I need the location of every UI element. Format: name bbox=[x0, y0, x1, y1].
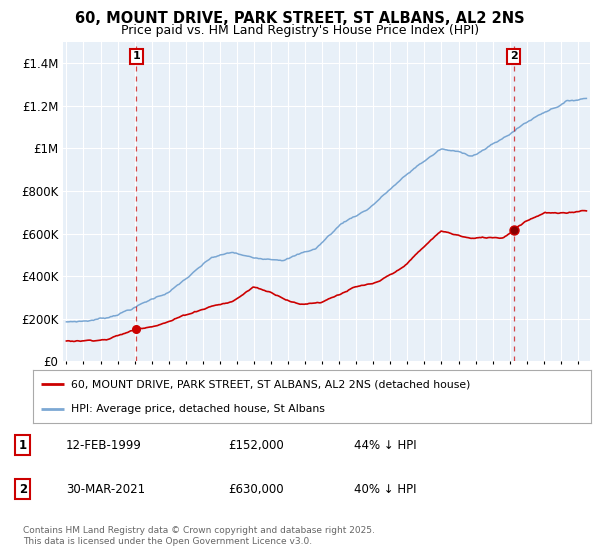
Text: £630,000: £630,000 bbox=[228, 483, 284, 496]
Text: Price paid vs. HM Land Registry's House Price Index (HPI): Price paid vs. HM Land Registry's House … bbox=[121, 24, 479, 36]
Text: 2: 2 bbox=[19, 483, 27, 496]
Text: Contains HM Land Registry data © Crown copyright and database right 2025.
This d: Contains HM Land Registry data © Crown c… bbox=[23, 526, 374, 546]
Text: 60, MOUNT DRIVE, PARK STREET, ST ALBANS, AL2 2NS (detached house): 60, MOUNT DRIVE, PARK STREET, ST ALBANS,… bbox=[71, 380, 470, 390]
Text: 40% ↓ HPI: 40% ↓ HPI bbox=[354, 483, 416, 496]
Text: £152,000: £152,000 bbox=[228, 438, 284, 452]
Text: 12-FEB-1999: 12-FEB-1999 bbox=[66, 438, 142, 452]
Text: 44% ↓ HPI: 44% ↓ HPI bbox=[354, 438, 416, 452]
Text: 1: 1 bbox=[133, 52, 140, 62]
Text: HPI: Average price, detached house, St Albans: HPI: Average price, detached house, St A… bbox=[71, 404, 325, 414]
Text: 60, MOUNT DRIVE, PARK STREET, ST ALBANS, AL2 2NS: 60, MOUNT DRIVE, PARK STREET, ST ALBANS,… bbox=[75, 11, 525, 26]
Text: 2: 2 bbox=[510, 52, 518, 62]
Text: 1: 1 bbox=[19, 438, 27, 452]
Text: 30-MAR-2021: 30-MAR-2021 bbox=[66, 483, 145, 496]
